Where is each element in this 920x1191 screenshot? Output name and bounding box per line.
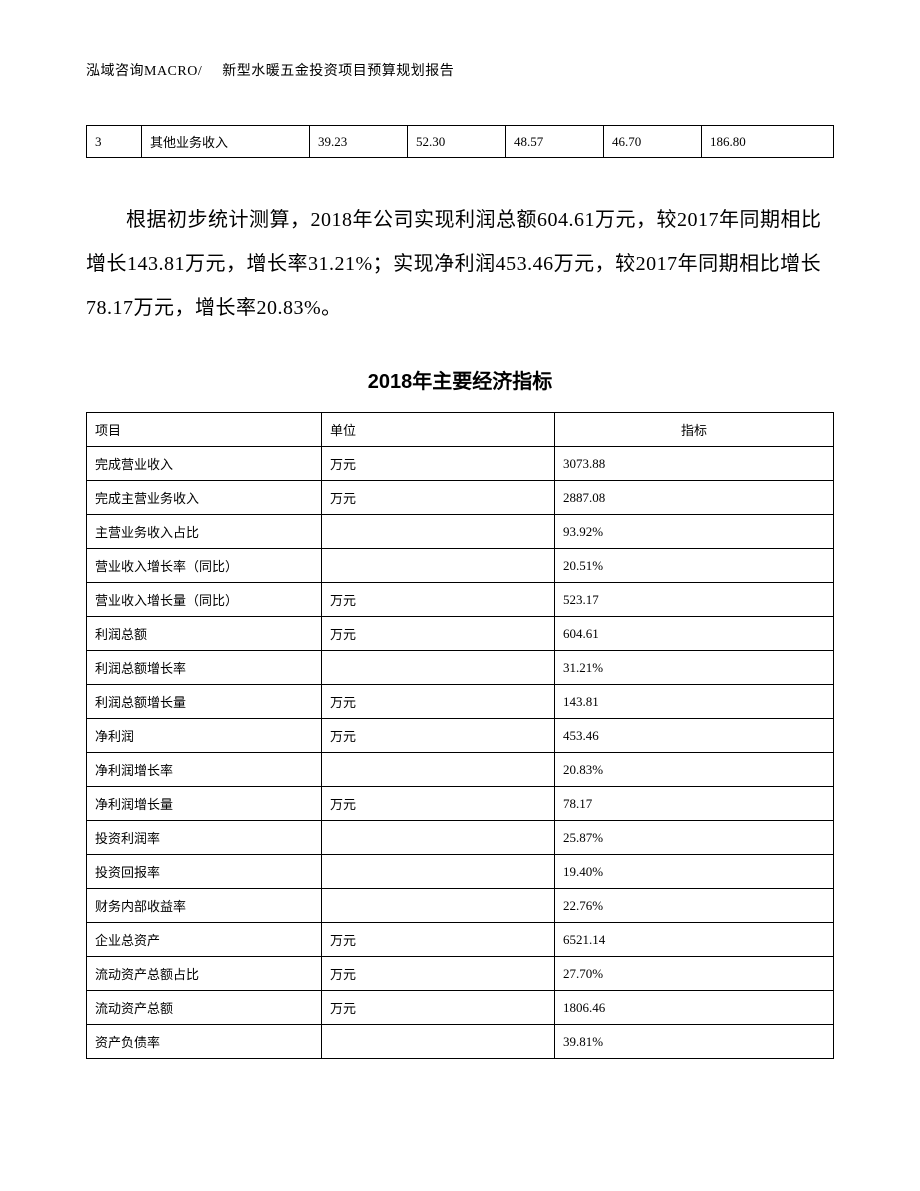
cell-value: 20.83% xyxy=(555,753,834,787)
cell-value: 453.46 xyxy=(555,719,834,753)
table-row: 净利润增长量万元78.17 xyxy=(87,787,834,821)
cell-unit xyxy=(322,855,555,889)
table-row: 完成主营业务收入万元2887.08 xyxy=(87,481,834,515)
cell-unit xyxy=(322,889,555,923)
cell-value: 31.21% xyxy=(555,651,834,685)
table-row: 完成营业收入万元3073.88 xyxy=(87,447,834,481)
table-row: 3 其他业务收入 39.23 52.30 48.57 46.70 186.80 xyxy=(87,126,834,158)
cell-value: 27.70% xyxy=(555,957,834,991)
cell-item: 流动资产总额占比 xyxy=(87,957,322,991)
cell-item: 财务内部收益率 xyxy=(87,889,322,923)
cell-item: 利润总额增长率 xyxy=(87,651,322,685)
cell-item: 投资利润率 xyxy=(87,821,322,855)
cell-item: 主营业务收入占比 xyxy=(87,515,322,549)
section-title: 2018年主要经济指标 xyxy=(86,365,834,394)
cell-unit xyxy=(322,821,555,855)
cell-value: 46.70 xyxy=(604,126,702,158)
cell-item: 企业总资产 xyxy=(87,923,322,957)
table-row: 利润总额增长量万元143.81 xyxy=(87,685,834,719)
cell-unit xyxy=(322,515,555,549)
cell-item: 资产负债率 xyxy=(87,1025,322,1059)
cell-unit xyxy=(322,753,555,787)
cell-value: 3073.88 xyxy=(555,447,834,481)
table-row: 投资回报率 19.40% xyxy=(87,855,834,889)
cell-unit: 万元 xyxy=(322,923,555,957)
cell-value: 52.30 xyxy=(408,126,506,158)
header-value: 指标 xyxy=(555,413,834,447)
cell-name: 其他业务收入 xyxy=(142,126,310,158)
table-row: 投资利润率 25.87% xyxy=(87,821,834,855)
table-row: 流动资产总额占比万元27.70% xyxy=(87,957,834,991)
cell-unit: 万元 xyxy=(322,957,555,991)
cell-item: 净利润增长量 xyxy=(87,787,322,821)
cell-unit: 万元 xyxy=(322,685,555,719)
cell-unit: 万元 xyxy=(322,787,555,821)
cell-unit: 万元 xyxy=(322,481,555,515)
cell-unit: 万元 xyxy=(322,583,555,617)
cell-idx: 3 xyxy=(87,126,142,158)
table-row: 利润总额增长率 31.21% xyxy=(87,651,834,685)
header-company: 泓域咨询MACRO/ xyxy=(86,64,202,79)
table-row: 营业收入增长量（同比）万元523.17 xyxy=(87,583,834,617)
cell-unit xyxy=(322,549,555,583)
cell-item: 营业收入增长量（同比） xyxy=(87,583,322,617)
cell-value: 523.17 xyxy=(555,583,834,617)
table-row: 营业收入增长率（同比） 20.51% xyxy=(87,549,834,583)
cell-value: 78.17 xyxy=(555,787,834,821)
cell-unit: 万元 xyxy=(322,991,555,1025)
economic-indicators-table: 项目 单位 指标 完成营业收入万元3073.88完成主营业务收入万元2887.0… xyxy=(86,412,834,1059)
table-header-row: 项目 单位 指标 xyxy=(87,413,834,447)
summary-paragraph: 根据初步统计测算，2018年公司实现利润总额604.61万元，较2017年同期相… xyxy=(86,198,834,330)
cell-item: 利润总额增长量 xyxy=(87,685,322,719)
cell-value: 143.81 xyxy=(555,685,834,719)
cell-item: 净利润增长率 xyxy=(87,753,322,787)
table-body: 完成营业收入万元3073.88完成主营业务收入万元2887.08主营业务收入占比… xyxy=(87,447,834,1059)
cell-value: 6521.14 xyxy=(555,923,834,957)
header-title: 新型水暖五金投资项目预算规划报告 xyxy=(222,64,454,79)
table-row: 财务内部收益率 22.76% xyxy=(87,889,834,923)
table-row: 资产负债率 39.81% xyxy=(87,1025,834,1059)
other-revenue-table: 3 其他业务收入 39.23 52.30 48.57 46.70 186.80 xyxy=(86,125,834,158)
header-item: 项目 xyxy=(87,413,322,447)
table-row: 流动资产总额万元1806.46 xyxy=(87,991,834,1025)
cell-unit: 万元 xyxy=(322,617,555,651)
cell-item: 流动资产总额 xyxy=(87,991,322,1025)
cell-item: 完成营业收入 xyxy=(87,447,322,481)
cell-value: 19.40% xyxy=(555,855,834,889)
cell-value: 20.51% xyxy=(555,549,834,583)
cell-value: 22.76% xyxy=(555,889,834,923)
cell-item: 营业收入增长率（同比） xyxy=(87,549,322,583)
table-row: 利润总额万元604.61 xyxy=(87,617,834,651)
cell-value: 39.81% xyxy=(555,1025,834,1059)
table-row: 净利润增长率 20.83% xyxy=(87,753,834,787)
cell-item: 投资回报率 xyxy=(87,855,322,889)
page-header: 泓域咨询MACRO/新型水暖五金投资项目预算规划报告 xyxy=(86,60,834,80)
cell-value: 604.61 xyxy=(555,617,834,651)
cell-value: 186.80 xyxy=(702,126,834,158)
table-row: 净利润万元453.46 xyxy=(87,719,834,753)
cell-value: 2887.08 xyxy=(555,481,834,515)
cell-value: 25.87% xyxy=(555,821,834,855)
cell-unit: 万元 xyxy=(322,447,555,481)
table-row: 企业总资产万元6521.14 xyxy=(87,923,834,957)
cell-unit xyxy=(322,1025,555,1059)
header-unit: 单位 xyxy=(322,413,555,447)
cell-item: 利润总额 xyxy=(87,617,322,651)
cell-value: 48.57 xyxy=(506,126,604,158)
cell-value: 39.23 xyxy=(310,126,408,158)
cell-item: 完成主营业务收入 xyxy=(87,481,322,515)
table-row: 主营业务收入占比 93.92% xyxy=(87,515,834,549)
cell-value: 93.92% xyxy=(555,515,834,549)
cell-item: 净利润 xyxy=(87,719,322,753)
cell-unit xyxy=(322,651,555,685)
cell-unit: 万元 xyxy=(322,719,555,753)
cell-value: 1806.46 xyxy=(555,991,834,1025)
